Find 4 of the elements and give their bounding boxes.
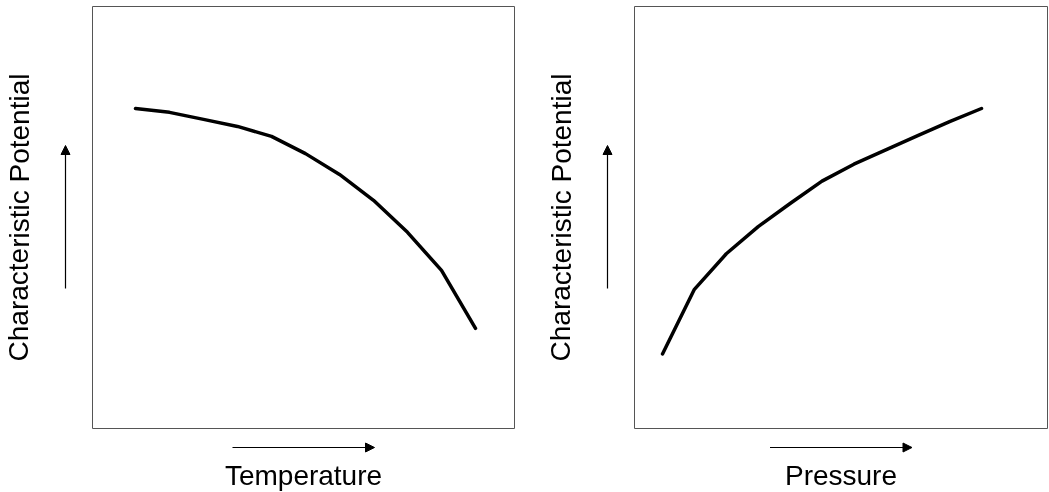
- y-axis-title: Characteristic Potential: [3, 73, 35, 362]
- y-axis-title: Characteristic Potential: [545, 73, 577, 362]
- x-axis-title: Temperature: [224, 459, 383, 491]
- x-axis-title: Pressure: [784, 459, 898, 491]
